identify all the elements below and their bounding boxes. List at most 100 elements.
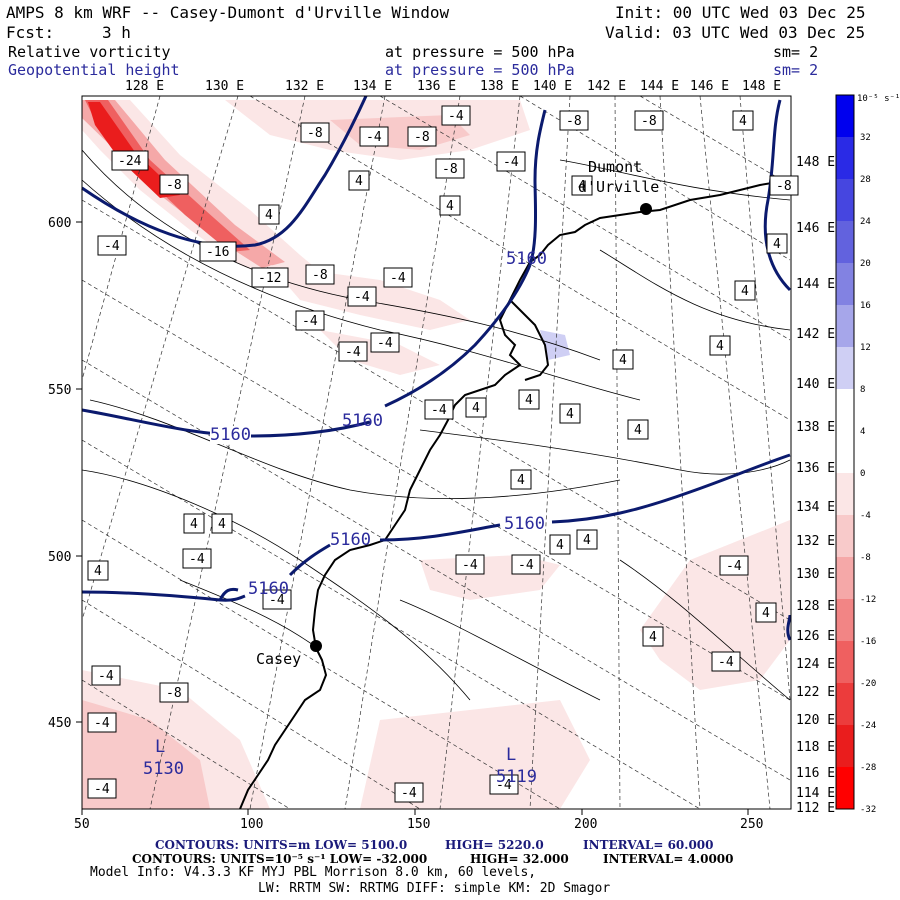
vorticity-contour-label: -8 xyxy=(305,264,335,285)
vorticity-contour-label: 4 xyxy=(87,560,109,581)
vorticity-contour-label: -4 xyxy=(262,589,292,610)
right-axis-label: 120 E xyxy=(796,713,835,728)
svg-text:-4: -4 xyxy=(104,239,120,254)
height-label: 5160 xyxy=(506,249,547,269)
right-axis-label: 144 E xyxy=(796,277,835,292)
right-axis-label: 134 E xyxy=(796,500,835,515)
vorticity-contour-label: -4 xyxy=(87,778,117,799)
svg-text:4: 4 xyxy=(265,208,273,223)
colorbar-label: 8 xyxy=(860,385,865,395)
right-axis-label: 112 E xyxy=(796,801,835,816)
right-axis-label: 116 E xyxy=(796,766,835,781)
vorticity-contour-label: -8 xyxy=(159,682,189,703)
svg-text:-16: -16 xyxy=(206,245,229,260)
colorbar-label: 28 xyxy=(860,175,871,185)
svg-text:-4: -4 xyxy=(503,155,519,170)
vorticity-contour-label: -4 xyxy=(511,554,541,575)
vorticity-contour-label: -4 xyxy=(394,782,424,803)
vorticity-contour-label: -8 xyxy=(559,110,589,131)
svg-text:4: 4 xyxy=(739,114,747,129)
svg-text:-4: -4 xyxy=(377,336,393,351)
valid-time: Valid: 03 UTC Wed 03 Dec 25 xyxy=(605,23,866,42)
vorticity-contour-label: 4 xyxy=(211,513,233,534)
svg-text:4: 4 xyxy=(762,606,770,621)
vorticity-contour-label: -4 xyxy=(719,555,749,576)
svg-text:4: 4 xyxy=(446,199,454,214)
right-axis-label: 148 E xyxy=(796,155,835,170)
vorticity-contour-label: 4 xyxy=(183,513,205,534)
vorticity-contour-label: 4 xyxy=(766,233,788,254)
colorbar-swatch xyxy=(836,767,854,810)
vorticity-contour-label: -24 xyxy=(111,150,149,171)
vorticity-shading xyxy=(82,100,790,809)
vorticity-contour-label: -4 xyxy=(295,310,325,331)
longitude-label: 130 E xyxy=(205,79,244,94)
right-axis-label: 130 E xyxy=(796,567,835,582)
field2-name: Geopotential height xyxy=(8,61,180,79)
colorbar-label: -8 xyxy=(860,553,871,563)
svg-text:4: 4 xyxy=(355,174,363,189)
colorbar-swatch xyxy=(836,725,854,768)
vorticity-contour-label: 4 xyxy=(576,529,598,550)
height-label: 5160 xyxy=(210,425,251,445)
svg-text:-8: -8 xyxy=(166,686,182,701)
vorticity-contour-label: 4 xyxy=(755,602,777,623)
longitude-label: 142 E xyxy=(587,79,626,94)
vorticity-contour-label: 4 xyxy=(549,534,571,555)
svg-text:4: 4 xyxy=(566,407,574,422)
svg-text:-4: -4 xyxy=(496,778,512,793)
svg-text:-4: -4 xyxy=(189,552,205,567)
vorticity-contour-label: 4 xyxy=(571,175,593,196)
footer-vort-contours-b: HIGH= 32.000 xyxy=(470,852,569,866)
colorbar-label: 12 xyxy=(860,343,871,353)
right-axis-label: 126 E xyxy=(796,629,835,644)
colorbar-label: -12 xyxy=(860,595,876,605)
vorticity-contour-label: -4 xyxy=(455,554,485,575)
x-tick-label: 50 xyxy=(74,817,90,832)
field1-name: Relative vorticity xyxy=(8,43,171,61)
svg-text:-4: -4 xyxy=(401,786,417,801)
colorbar-swatch xyxy=(836,179,854,222)
vorticity-contour-label: -4 xyxy=(489,774,519,795)
colorbar-swatch xyxy=(836,431,854,474)
vorticity-contour-label: 4 xyxy=(559,403,581,424)
field2-smoothing: sm= 2 xyxy=(773,61,819,79)
colorbar-label: -16 xyxy=(860,637,876,647)
right-axis-label: 136 E xyxy=(796,461,835,476)
svg-text:4: 4 xyxy=(619,353,627,368)
vorticity-contour-label: -16 xyxy=(199,241,237,262)
station-label-dumont: Dumont xyxy=(588,158,643,176)
colorbar: 10⁻⁵ s⁻¹ 32 28 24 20 16 12 8 4 0 -4 -8 -12 -16 -20 -24 -… xyxy=(835,94,900,815)
longitude-label: 132 E xyxy=(285,79,324,94)
forecast-hour: 3 h xyxy=(102,23,131,42)
svg-text:-4: -4 xyxy=(718,655,734,670)
vorticity-contour-label: 4 xyxy=(439,195,461,216)
map-title: AMPS 8 km WRF -- Casey-Dumont d'Urville … xyxy=(6,3,450,22)
colorbar-label: -24 xyxy=(860,721,876,731)
right-axis-label: 124 E xyxy=(796,657,835,672)
svg-text:-4: -4 xyxy=(448,109,464,124)
svg-text:-4: -4 xyxy=(98,669,114,684)
y-tick-label: 550 xyxy=(48,383,71,398)
colorbar-swatch xyxy=(836,515,854,558)
init-time: Init: 00 UTC Wed 03 Dec 25 xyxy=(615,3,866,22)
longitude-label: 140 E xyxy=(533,79,572,94)
svg-text:-4: -4 xyxy=(390,271,406,286)
colorbar-swatch xyxy=(836,557,854,600)
vorticity-contour-label: -4 xyxy=(383,267,413,288)
longitude-label: 148 E xyxy=(742,79,781,94)
height-label: 5160 xyxy=(330,530,371,550)
colorbar-label: -4 xyxy=(860,511,871,521)
right-axis-label: 118 E xyxy=(796,740,835,755)
vorticity-contour-label: -8 xyxy=(435,158,465,179)
svg-text:-8: -8 xyxy=(312,268,328,283)
x-tick-label: 100 xyxy=(240,817,263,832)
x-tick-label: 250 xyxy=(740,817,763,832)
svg-text:-12: -12 xyxy=(258,271,281,286)
footer-height-contours-b: HIGH= 5220.0 xyxy=(445,838,544,852)
svg-text:4: 4 xyxy=(525,393,533,408)
right-axis-label: 132 E xyxy=(796,534,835,549)
vorticity-contour-label: -4 xyxy=(359,126,389,147)
vorticity-contour-label: 4 xyxy=(709,335,731,356)
right-axis-label: 140 E xyxy=(796,377,835,392)
